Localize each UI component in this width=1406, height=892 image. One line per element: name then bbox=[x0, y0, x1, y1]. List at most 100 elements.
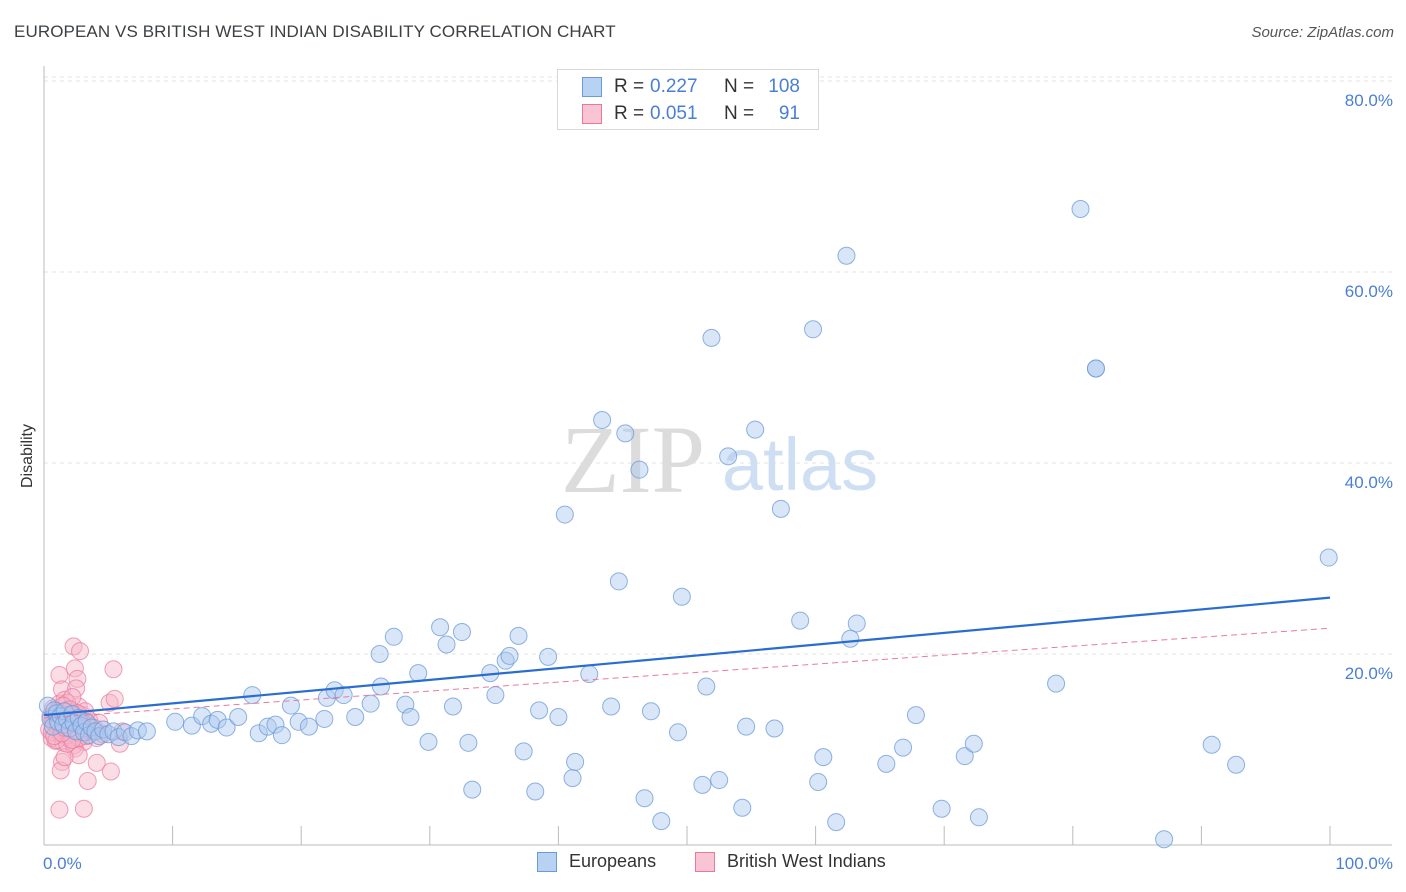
european-point bbox=[166, 712, 185, 731]
european-point bbox=[315, 709, 334, 728]
trend-lines bbox=[43, 596, 1331, 719]
legend-item-europeans[interactable]: Europeans bbox=[537, 851, 656, 872]
european-point bbox=[437, 635, 456, 654]
european-point bbox=[652, 812, 671, 831]
european-point bbox=[500, 646, 519, 665]
european-point bbox=[566, 752, 585, 771]
legend-r-label: R = bbox=[614, 103, 645, 124]
legend-swatch-bwi bbox=[582, 104, 602, 124]
legend-n-label: N = bbox=[724, 103, 755, 124]
watermark-atlas: atlas bbox=[722, 423, 878, 506]
european-point bbox=[346, 708, 365, 727]
european-point bbox=[841, 629, 860, 648]
legend-n-value: 91 bbox=[778, 103, 800, 124]
legend-n-value: 108 bbox=[768, 76, 800, 97]
european-point bbox=[635, 789, 654, 808]
european-point bbox=[539, 647, 558, 666]
european-point bbox=[272, 726, 291, 745]
y-tick-label: 60.0% bbox=[1345, 282, 1393, 301]
bwi-point bbox=[51, 761, 70, 780]
european-point bbox=[1071, 199, 1090, 218]
european-point bbox=[555, 505, 574, 524]
bwi-point bbox=[53, 680, 72, 699]
y-tick-label: 40.0% bbox=[1345, 473, 1393, 492]
european-point bbox=[906, 706, 925, 725]
bwi-point bbox=[87, 753, 106, 772]
european-point bbox=[530, 701, 549, 720]
european-point bbox=[208, 710, 227, 729]
european-point bbox=[514, 742, 533, 761]
european-point bbox=[266, 715, 285, 734]
watermark: ZIP atlas bbox=[561, 406, 878, 513]
european-point bbox=[193, 707, 212, 726]
european-point bbox=[771, 499, 790, 518]
legend-item-bwi[interactable]: British West Indians bbox=[695, 851, 886, 872]
european-point bbox=[431, 618, 450, 637]
legend-r-value: 0.051 bbox=[650, 103, 698, 124]
european-point bbox=[955, 747, 974, 766]
legend-swatch-europeans bbox=[537, 851, 557, 872]
european-point bbox=[419, 732, 438, 751]
european-point bbox=[804, 320, 823, 339]
european-point bbox=[827, 813, 846, 832]
bwi-point bbox=[50, 800, 69, 819]
european-point bbox=[765, 719, 784, 738]
x-tick-label: 0.0% bbox=[43, 854, 82, 873]
bwi-point bbox=[101, 762, 120, 781]
european-point bbox=[746, 420, 765, 439]
european-point bbox=[128, 721, 147, 740]
european-point bbox=[217, 718, 236, 737]
european-point bbox=[509, 626, 528, 645]
legend-row-bwi: R = 0.051 N = 91 bbox=[582, 102, 800, 126]
european-point bbox=[249, 724, 268, 743]
european-point bbox=[814, 748, 833, 767]
european-point bbox=[693, 775, 712, 794]
european-point bbox=[630, 460, 649, 479]
bwi-point bbox=[104, 660, 123, 679]
european-point bbox=[969, 808, 988, 827]
european-point bbox=[602, 697, 621, 716]
watermark-zip: ZIP bbox=[561, 406, 705, 513]
y-tick-label: 20.0% bbox=[1345, 664, 1393, 683]
european-point bbox=[1086, 359, 1105, 378]
stats-legend: R = 0.227 N = 108 R = 0.051 N = 91 bbox=[557, 69, 819, 130]
european-point bbox=[334, 686, 353, 705]
legend-swatch-bwi bbox=[695, 851, 715, 872]
bwi-point bbox=[55, 748, 74, 767]
european-point bbox=[258, 717, 277, 736]
european-point bbox=[616, 424, 635, 443]
european-point bbox=[672, 587, 691, 606]
legend-r-label: R = bbox=[614, 76, 645, 97]
european-point bbox=[791, 611, 810, 630]
gridlines bbox=[44, 76, 1392, 655]
european-point bbox=[77, 712, 96, 731]
legend-row-europeans: R = 0.227 N = 108 bbox=[582, 75, 800, 99]
european-point bbox=[384, 627, 403, 646]
european-point bbox=[809, 772, 828, 791]
european-point bbox=[452, 623, 471, 642]
european-point bbox=[641, 702, 660, 721]
european-point bbox=[137, 722, 156, 741]
european-point bbox=[486, 686, 505, 705]
bwi-point bbox=[68, 669, 87, 688]
axes bbox=[43, 66, 1392, 846]
european-point bbox=[1319, 548, 1338, 567]
european-point bbox=[229, 708, 248, 727]
european-point bbox=[733, 798, 752, 817]
legend-n-label: N = bbox=[724, 76, 755, 97]
european-point bbox=[877, 754, 896, 773]
european-point bbox=[299, 717, 318, 736]
european-point bbox=[526, 782, 545, 801]
european-point bbox=[463, 780, 482, 799]
europeans-points bbox=[38, 199, 1338, 849]
bwi-point bbox=[78, 772, 97, 791]
european-point bbox=[563, 769, 582, 788]
source-credit: Source: ZipAtlas.com bbox=[1251, 24, 1394, 41]
european-point bbox=[668, 723, 687, 742]
legend-label-bwi: British West Indians bbox=[727, 851, 886, 871]
european-point bbox=[289, 712, 308, 731]
european-point bbox=[281, 696, 300, 715]
european-point bbox=[894, 738, 913, 757]
european-point bbox=[549, 708, 568, 727]
